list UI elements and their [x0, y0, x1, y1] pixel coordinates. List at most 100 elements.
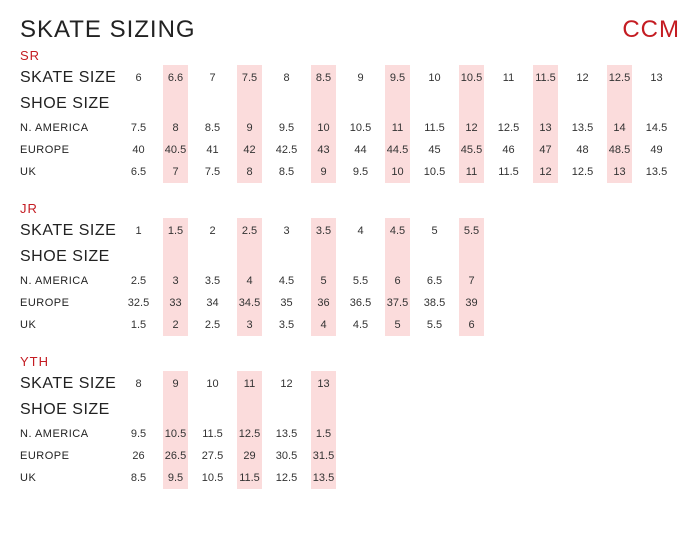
size-value: 11 [244, 378, 255, 390]
size-cell: 44 [342, 139, 379, 161]
size-cell [379, 244, 416, 270]
size-cell: 8.5 [268, 161, 305, 183]
shoe-size-header: SHOE SIZE [20, 397, 680, 423]
size-cell: 10.5 [194, 467, 231, 489]
row-label: EUROPE [20, 144, 120, 156]
size-cell [379, 91, 416, 117]
page-title: SKATE SIZING [20, 16, 196, 44]
cells: 11.522.533.544.555.5 [120, 218, 680, 244]
size-cell [268, 397, 305, 423]
size-value: 42 [243, 144, 255, 156]
shoe-size-row: EUROPE2626.527.52930.531.5 [20, 445, 680, 467]
size-cell [120, 91, 157, 117]
size-cell: 5.5 [342, 270, 379, 292]
size-cell: 6.5 [416, 270, 453, 292]
size-cell: 10.5 [453, 65, 490, 91]
size-value: 10.5 [202, 472, 223, 484]
size-cell: 41 [194, 139, 231, 161]
size-value: 48 [576, 144, 588, 156]
size-cell [231, 91, 268, 117]
size-value: 9 [357, 72, 363, 84]
size-cell: 11 [490, 65, 527, 91]
cells: 32.5333434.5353636.537.538.539 [120, 292, 680, 314]
size-cell: 11.5 [416, 117, 453, 139]
size-cell: 11.5 [527, 65, 564, 91]
size-value: 9.5 [279, 122, 294, 134]
size-cell: 5.5 [416, 314, 453, 336]
shoe-size-header: SHOE SIZE [20, 244, 680, 270]
size-section: JRSKATE SIZE11.522.533.544.555.5SHOE SIZ… [20, 201, 680, 336]
size-value: 34 [206, 297, 218, 309]
size-value: 12.5 [609, 72, 630, 84]
size-cell: 34 [194, 292, 231, 314]
size-value: 7.5 [131, 122, 146, 134]
size-cell [157, 397, 194, 423]
cells: 2.533.544.555.566.57 [120, 270, 680, 292]
size-value: 6 [135, 72, 141, 84]
size-cell: 35 [268, 292, 305, 314]
size-cell: 13.5 [268, 423, 305, 445]
size-value: 11.5 [535, 72, 556, 84]
size-cell [564, 91, 601, 117]
size-cell: 6 [379, 270, 416, 292]
size-cell: 12 [527, 161, 564, 183]
size-value: 5 [431, 225, 437, 237]
size-value: 37.5 [387, 297, 408, 309]
sections-container: SRSKATE SIZE66.677.588.599.51010.51111.5… [20, 48, 680, 489]
size-value: 5.5 [427, 319, 442, 331]
size-value: 14.5 [646, 122, 667, 134]
size-cell: 4 [305, 314, 342, 336]
size-value: 10.5 [350, 122, 371, 134]
size-cell: 4 [231, 270, 268, 292]
size-value: 6.6 [168, 72, 183, 84]
size-cell: 31.5 [305, 445, 342, 467]
size-value: 9.5 [168, 472, 183, 484]
size-cell: 45.5 [453, 139, 490, 161]
size-cell [157, 244, 194, 270]
size-value: 13.5 [313, 472, 334, 484]
size-cell: 30.5 [268, 445, 305, 467]
size-value: 11.5 [239, 472, 260, 484]
size-value: 4.5 [353, 319, 368, 331]
size-cell: 2.5 [120, 270, 157, 292]
size-cell [453, 91, 490, 117]
cells [120, 244, 680, 270]
size-value: 12 [280, 378, 292, 390]
cells: 6.577.588.599.51010.51111.51212.51313.5 [120, 161, 680, 183]
size-value: 8.5 [316, 72, 331, 84]
size-cell: 48.5 [601, 139, 638, 161]
skate-size-row: SKATE SIZE8910111213 [20, 371, 680, 397]
size-cell: 1 [120, 218, 157, 244]
size-cell [120, 244, 157, 270]
size-value: 45 [428, 144, 440, 156]
size-cell: 12.5 [601, 65, 638, 91]
size-cell: 48 [564, 139, 601, 161]
size-value: 4 [320, 319, 326, 331]
size-value: 10 [428, 72, 440, 84]
size-value: 30.5 [276, 450, 297, 462]
size-value: 12.5 [276, 472, 297, 484]
skate-size-row: SKATE SIZE66.677.588.599.51010.51111.512… [20, 65, 680, 91]
size-cell [194, 244, 231, 270]
size-value: 39 [465, 297, 477, 309]
size-value: 41 [206, 144, 218, 156]
size-value: 9.5 [390, 72, 405, 84]
size-value: 11.5 [424, 122, 445, 134]
size-cell: 13.5 [564, 117, 601, 139]
shoe-size-row: UK8.59.510.511.512.513.5 [20, 467, 680, 489]
size-cell [527, 91, 564, 117]
size-value: 1.5 [316, 428, 331, 440]
size-cell [305, 91, 342, 117]
row-label: N. AMERICA [20, 275, 120, 287]
shoe-size-header: SHOE SIZE [20, 91, 680, 117]
size-value: 2.5 [242, 225, 257, 237]
size-value: 6.5 [131, 166, 146, 178]
size-value: 13 [650, 72, 662, 84]
size-cell: 38.5 [416, 292, 453, 314]
size-cell: 6 [453, 314, 490, 336]
size-value: 10 [391, 166, 403, 178]
size-cell [194, 91, 231, 117]
size-cell: 9.5 [157, 467, 194, 489]
size-value: 8 [172, 122, 178, 134]
size-value: 4.5 [279, 275, 294, 287]
